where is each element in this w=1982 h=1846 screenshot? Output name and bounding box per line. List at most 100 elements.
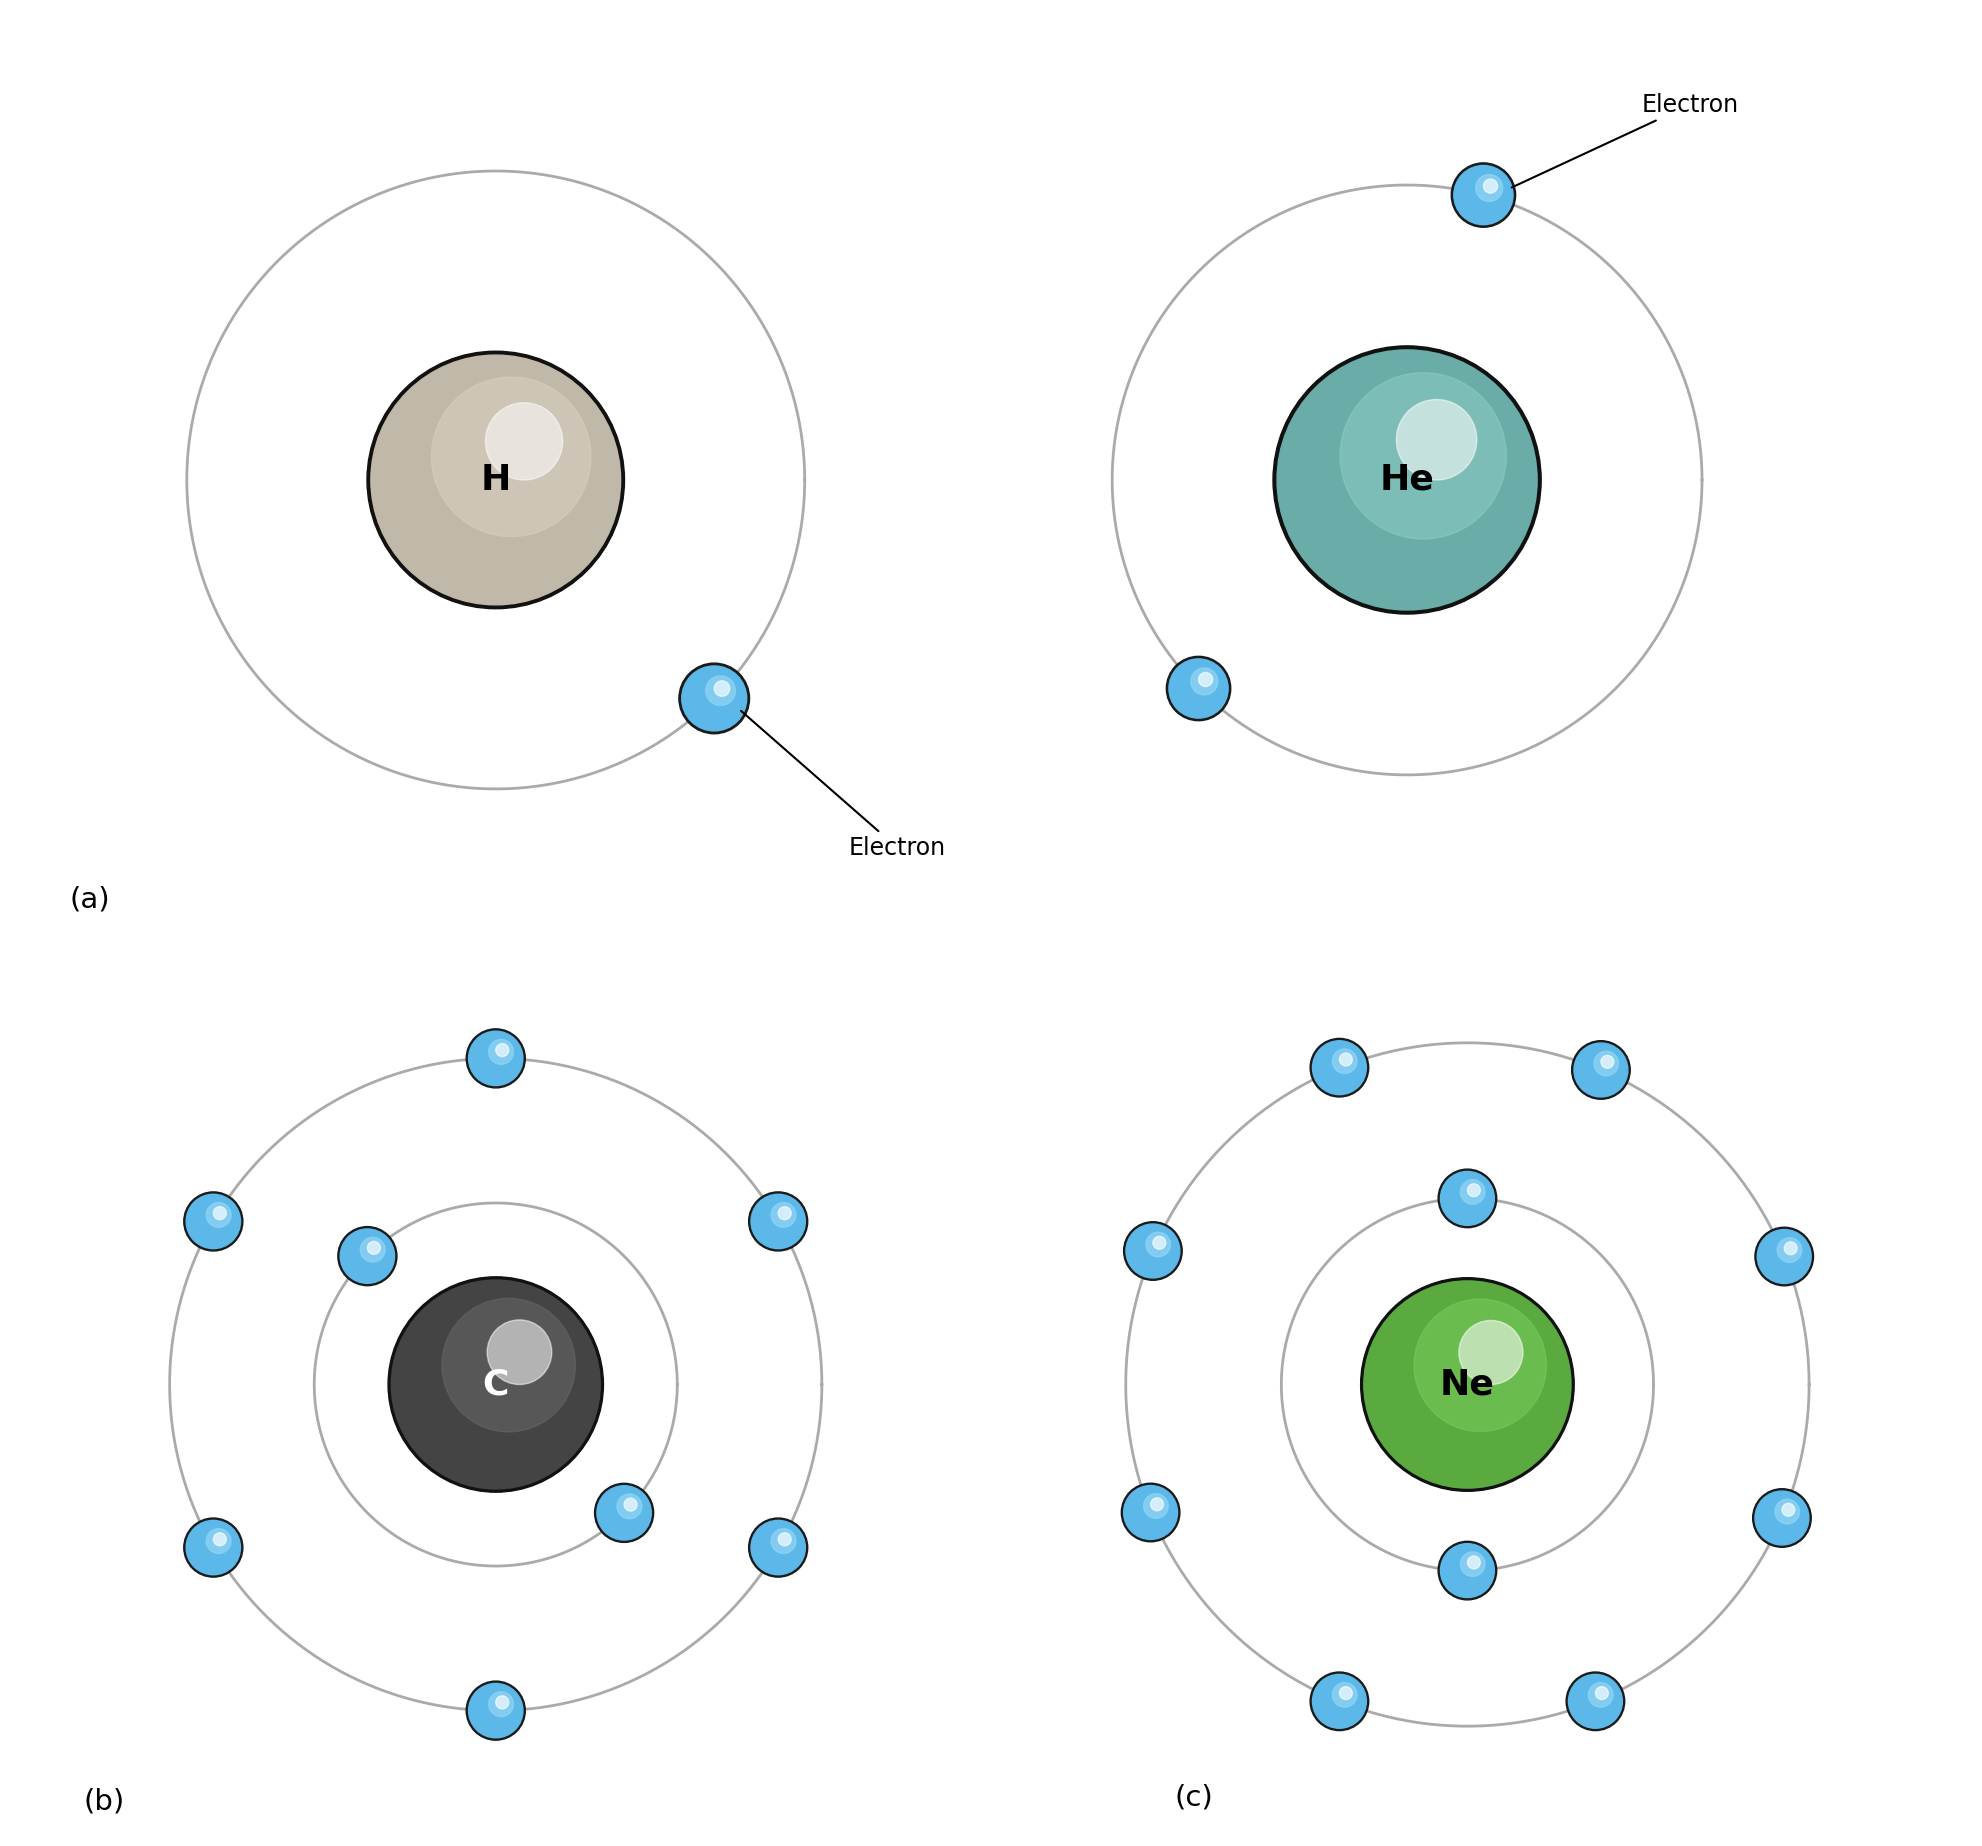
Circle shape (1752, 1488, 1810, 1547)
Circle shape (214, 1532, 226, 1545)
Circle shape (771, 1202, 795, 1228)
Circle shape (1340, 373, 1506, 539)
Circle shape (1360, 1277, 1574, 1492)
Circle shape (1332, 1049, 1356, 1074)
Text: C: C (482, 1368, 509, 1401)
Circle shape (1167, 659, 1227, 718)
Circle shape (488, 1691, 513, 1717)
Circle shape (367, 1241, 381, 1255)
Circle shape (442, 1298, 575, 1432)
Circle shape (214, 1207, 226, 1220)
Circle shape (597, 1486, 650, 1540)
Circle shape (1165, 657, 1231, 720)
Circle shape (1776, 1239, 1802, 1263)
Circle shape (1126, 1224, 1179, 1277)
Text: He: He (1379, 463, 1433, 497)
Circle shape (184, 1517, 242, 1576)
Circle shape (624, 1499, 636, 1512)
Circle shape (1312, 1041, 1366, 1095)
Text: Electron: Electron (1510, 92, 1738, 188)
Circle shape (1756, 1229, 1810, 1283)
Circle shape (1596, 1687, 1607, 1700)
Circle shape (468, 1032, 523, 1085)
Circle shape (1150, 1497, 1163, 1510)
Circle shape (1312, 1674, 1366, 1728)
Circle shape (1572, 1041, 1629, 1098)
Circle shape (1459, 1552, 1485, 1576)
Circle shape (1588, 1682, 1611, 1708)
Circle shape (1754, 1492, 1808, 1545)
Circle shape (1276, 351, 1536, 609)
Circle shape (466, 1028, 525, 1087)
Circle shape (1197, 672, 1213, 687)
Circle shape (206, 1202, 232, 1228)
Circle shape (1272, 345, 1540, 615)
Circle shape (1152, 1237, 1165, 1250)
Circle shape (749, 1193, 807, 1252)
Circle shape (184, 1193, 242, 1252)
Circle shape (616, 1493, 642, 1519)
Circle shape (1439, 1172, 1494, 1226)
Circle shape (1364, 1281, 1570, 1488)
Circle shape (1395, 399, 1477, 480)
Circle shape (1120, 1482, 1179, 1541)
Circle shape (1332, 1682, 1356, 1708)
Circle shape (1124, 1486, 1177, 1540)
Circle shape (186, 1521, 240, 1575)
Text: H: H (480, 463, 511, 497)
Text: (a): (a) (69, 886, 109, 914)
Circle shape (1437, 1169, 1496, 1228)
Circle shape (432, 377, 591, 537)
Text: Electron: Electron (741, 711, 945, 860)
Circle shape (1338, 1052, 1352, 1065)
Circle shape (1754, 1228, 1814, 1287)
Circle shape (496, 1043, 509, 1056)
Circle shape (1475, 175, 1502, 201)
Circle shape (1191, 668, 1217, 694)
Circle shape (341, 1229, 394, 1283)
Circle shape (751, 1194, 805, 1248)
Circle shape (1599, 1056, 1613, 1069)
Circle shape (390, 1279, 601, 1490)
Circle shape (486, 402, 563, 480)
Circle shape (468, 1684, 523, 1737)
Circle shape (488, 1320, 551, 1384)
Circle shape (706, 676, 735, 705)
Circle shape (771, 1528, 795, 1554)
Circle shape (1453, 166, 1512, 225)
Circle shape (1439, 1543, 1494, 1597)
Circle shape (367, 351, 624, 609)
Circle shape (1467, 1183, 1479, 1196)
Circle shape (206, 1528, 232, 1554)
Circle shape (1459, 1180, 1485, 1204)
Circle shape (1413, 1300, 1546, 1431)
Circle shape (496, 1696, 509, 1709)
Circle shape (371, 354, 620, 605)
Circle shape (1310, 1039, 1368, 1097)
Circle shape (1782, 1503, 1794, 1516)
Circle shape (1594, 1050, 1617, 1076)
Circle shape (678, 663, 749, 733)
Circle shape (1310, 1672, 1368, 1730)
Circle shape (682, 666, 747, 731)
Circle shape (1566, 1672, 1623, 1730)
Circle shape (1568, 1674, 1621, 1728)
Circle shape (1774, 1499, 1798, 1523)
Circle shape (1451, 162, 1514, 227)
Circle shape (337, 1226, 396, 1285)
Circle shape (777, 1532, 791, 1545)
Circle shape (186, 1194, 240, 1248)
Circle shape (1124, 1222, 1181, 1281)
Circle shape (361, 1237, 385, 1263)
Circle shape (1146, 1233, 1169, 1257)
Circle shape (1144, 1493, 1167, 1519)
Text: Ne: Ne (1439, 1368, 1494, 1401)
Circle shape (1338, 1687, 1352, 1700)
Circle shape (1437, 1541, 1496, 1600)
Circle shape (595, 1484, 654, 1543)
Circle shape (1784, 1242, 1796, 1255)
Circle shape (1574, 1043, 1627, 1097)
Circle shape (488, 1039, 513, 1065)
Circle shape (751, 1521, 805, 1575)
Circle shape (1467, 1556, 1479, 1569)
